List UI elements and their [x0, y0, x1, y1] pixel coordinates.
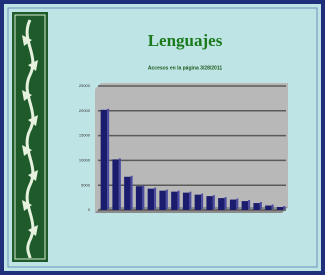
- bar-side: [178, 191, 180, 209]
- chart-title: Lenguajes: [148, 31, 223, 50]
- bar: [159, 191, 165, 210]
- bar-side: [189, 192, 191, 209]
- bar: [242, 201, 248, 210]
- bar-side: [201, 194, 203, 209]
- y-tick-label: 10000: [79, 157, 91, 162]
- bar-side: [225, 197, 227, 209]
- bar: [101, 110, 107, 210]
- bar: [206, 196, 212, 210]
- bar: [183, 193, 189, 210]
- bar-side: [154, 188, 156, 209]
- bar-side: [283, 206, 285, 209]
- bar-side: [260, 202, 262, 209]
- bar: [230, 200, 236, 210]
- bar: [124, 177, 130, 210]
- bar: [218, 198, 224, 210]
- bar: [136, 186, 142, 210]
- bar-side: [213, 195, 215, 209]
- bar: [265, 206, 271, 210]
- slide: Lenguajes Accesos en la página 3/28/2011…: [0, 0, 325, 275]
- bar-side: [166, 190, 168, 209]
- bar-side: [272, 205, 274, 209]
- plot-wall: [95, 83, 288, 213]
- bar: [277, 207, 283, 210]
- bar-side: [236, 199, 238, 209]
- bar-side: [142, 185, 144, 209]
- bar: [148, 189, 154, 210]
- bar: [253, 203, 259, 210]
- bar-side: [119, 158, 121, 209]
- plot: [95, 83, 288, 213]
- bar: [171, 192, 177, 210]
- y-tick-label: 5000: [81, 182, 91, 187]
- chart-subtitle: Accesos en la página 3/28/2011: [148, 65, 222, 71]
- y-tick-label: 15000: [79, 133, 91, 138]
- bar: [195, 195, 201, 210]
- bar-side: [248, 200, 250, 209]
- bar: [112, 159, 118, 210]
- decorative-stripe: [12, 12, 48, 262]
- bar-side: [131, 176, 133, 209]
- bar-side: [107, 109, 109, 209]
- y-tick-label: 20000: [79, 108, 91, 113]
- y-tick-label: 25000: [79, 83, 91, 88]
